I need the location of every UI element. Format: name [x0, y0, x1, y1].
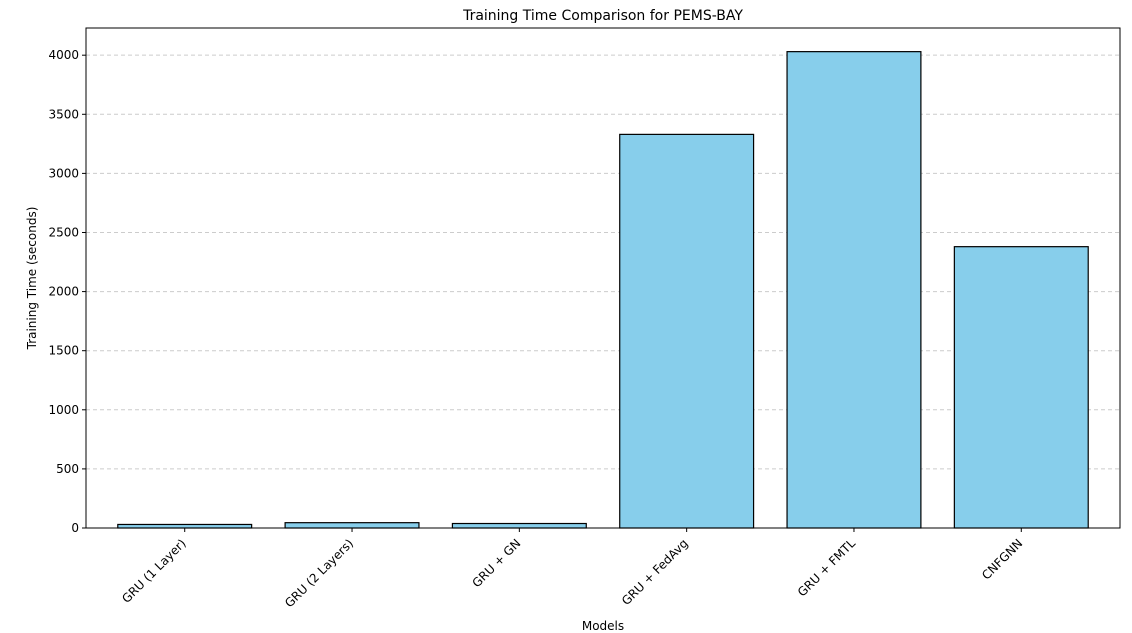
y-axis-ticks: 0 500 1000 1500 2000 2500 3000 3500 4000 [48, 48, 86, 535]
bar [451, 522, 587, 529]
y-tick-label: 500 [56, 462, 79, 476]
y-tick-label: 3500 [48, 107, 79, 121]
chart-title: Training Time Comparison for PEMS-BAY [462, 8, 743, 24]
bar [284, 522, 420, 529]
bar [786, 51, 922, 529]
bar [117, 523, 253, 529]
y-axis-label: Training Time (seconds) [25, 207, 39, 351]
y-tick-label: 0 [71, 521, 79, 535]
y-tick-label: 1000 [48, 403, 79, 417]
y-tick-label: 2000 [48, 285, 79, 299]
bars [117, 51, 1089, 529]
bar [619, 133, 755, 529]
plot-frame [85, 27, 1121, 529]
y-tick-label: 1500 [48, 344, 79, 358]
y-tick-label: 2500 [48, 225, 79, 239]
bar [953, 246, 1089, 529]
y-tick-label: 3000 [48, 166, 79, 180]
x-axis-label: Models [582, 619, 624, 633]
y-tick-label: 4000 [48, 48, 79, 62]
